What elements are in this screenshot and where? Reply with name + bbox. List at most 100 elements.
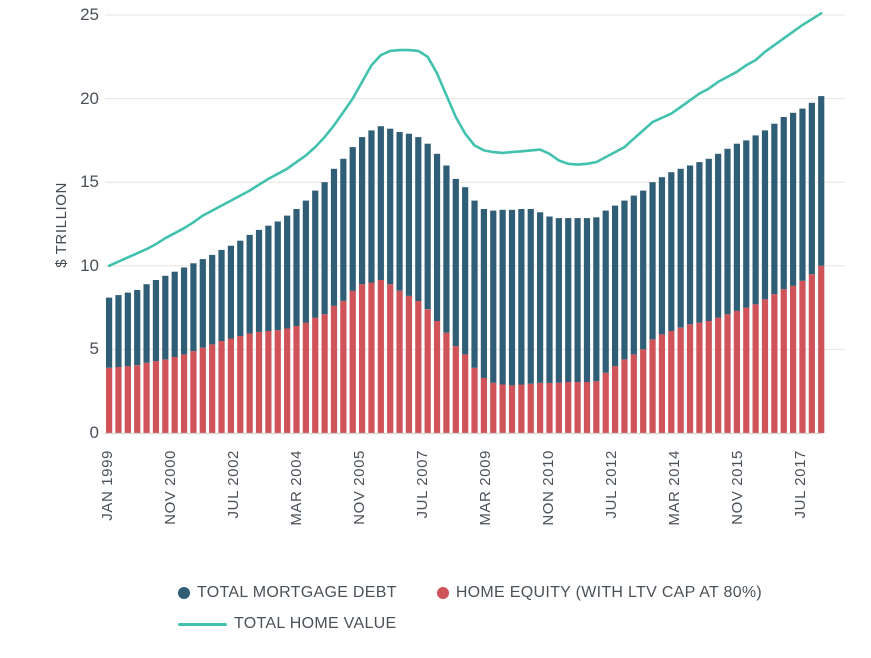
bar-mortgage-debt-segment [658,177,666,335]
bar-mortgage-debt-segment [686,165,694,325]
bar-mortgage-debt-segment [593,217,600,382]
bar-mortgage-debt-segment [471,200,478,368]
bar-home-equity-segment [162,359,169,433]
bar-home-equity-segment [293,326,300,433]
bar-home-equity-segment [508,385,516,433]
bar-mortgage-debt-segment [190,263,197,352]
bar-home-equity-segment [808,274,815,433]
bar-mortgage-debt-segment [321,182,328,315]
bar-home-equity-segment [818,265,825,433]
bar-mortgage-debt-segment [808,102,815,275]
bar-mortgage-debt-segment [340,158,347,301]
bar-mortgage-debt-segment [508,209,516,386]
bar-home-equity-segment [471,367,478,433]
x-tick-label: JUL 2012 [603,450,621,519]
bar-home-equity-segment [733,310,740,433]
bar-mortgage-debt-segment [396,132,403,291]
bar-mortgage-debt-segment [799,108,806,281]
bar-home-equity-segment [527,383,534,433]
bar-mortgage-debt-segment [677,168,684,328]
bar-mortgage-debt-segment [462,187,469,355]
bar-mortgage-debt-segment [546,216,553,383]
bar-home-equity-segment [696,322,703,433]
x-tick-label: NON 2010 [540,450,558,526]
bar-mortgage-debt-segment [443,165,450,333]
bar-mortgage-debt-segment [330,168,338,306]
bar-mortgage-debt-segment [790,112,797,286]
bar-home-equity-segment [668,331,675,433]
mortgage-debt-swatch-icon [178,587,190,599]
bar-mortgage-debt-segment [171,271,178,357]
x-tick-label: JUL 2007 [414,450,432,519]
bar-home-equity-segment [396,290,403,433]
bar-mortgage-debt-segment [499,209,506,385]
bar-home-equity-segment [611,366,619,433]
bar-home-equity-segment [790,285,797,433]
legend-item-home-equity: HOME EQUITY (WITH LTV CAP AT 80%) [436,584,763,602]
total-home-value-line [107,12,823,268]
bar-mortgage-debt-segment [358,137,366,285]
x-tick-label: JUL 2017 [792,450,810,519]
bar-home-equity-segment [368,282,375,433]
legend-item-total-home-value: TOTAL HOME VALUE [178,615,396,633]
bar-home-equity-segment [433,321,441,433]
bar-mortgage-debt-segment [818,96,825,266]
x-tick-label: NOV 2005 [351,450,369,525]
legend-label-total-mortgage-debt: TOTAL MORTGAGE DEBT [197,584,397,601]
bar-home-equity-segment [387,284,394,433]
bar-mortgage-debt-segment [602,210,609,373]
bar-home-equity-segment [424,309,431,433]
bar-mortgage-debt-segment [134,290,141,366]
bar-home-equity-segment [452,346,459,433]
bar-mortgage-debt-segment [611,205,619,367]
bar-mortgage-debt-segment [696,162,703,323]
bar-mortgage-debt-segment [527,209,534,384]
bar-mortgage-debt-segment [761,130,769,300]
bar-mortgage-debt-segment [274,221,281,331]
bar-home-equity-segment [237,336,244,433]
bar-mortgage-debt-segment [724,148,731,315]
bar-mortgage-debt-segment [771,123,778,295]
bar-mortgage-debt-segment [480,209,487,378]
bar-mortgage-debt-segment [293,209,300,326]
bar-home-equity-segment [284,328,291,433]
bar-mortgage-debt-segment [715,153,722,318]
bar-home-equity-segment [265,331,272,433]
legend-item-total-mortgage-debt: TOTAL MORTGAGE DEBT [178,584,397,602]
bar-mortgage-debt-segment [246,234,253,334]
bar-home-equity-segment [190,351,197,433]
bar-mortgage-debt-segment [152,280,160,362]
bar-home-equity-segment [199,347,206,433]
bar-mortgage-debt-segment [490,210,497,383]
bar-mortgage-debt-segment [583,218,591,382]
bar-home-equity-segment [246,333,253,433]
x-tick-label: NOV 2015 [729,450,747,525]
bar-home-equity-segment [180,354,188,433]
bar-home-equity-segment [593,381,600,433]
bar-mortgage-debt-segment [433,153,441,321]
bar-mortgage-debt-segment [218,249,225,341]
bar-home-equity-segment [743,307,750,433]
legend: TOTAL MORTGAGE DEBT HOME EQUITY (WITH LT… [178,584,762,633]
bar-home-equity-segment [546,382,553,433]
bar-mortgage-debt-segment [555,218,562,383]
bar-mortgage-debt-segment [368,130,375,283]
bar-mortgage-debt-segment [752,135,759,305]
bar-home-equity-segment [574,382,581,433]
bar-home-equity-segment [799,280,806,433]
bar-mortgage-debt-segment [630,195,637,355]
bar-mortgage-debt-segment [415,137,422,301]
bar-mortgage-debt-segment [312,190,319,318]
bar-home-equity-segment [490,382,497,433]
home-equity-swatch-icon [436,587,449,599]
y-tick-label: 15 [80,172,99,192]
legend-label-home-equity: HOME EQUITY (WITH LTV CAP AT 80%) [455,584,763,601]
bar-mortgage-debt-segment [209,254,216,345]
legend-row-1: TOTAL MORTGAGE DEBT HOME EQUITY (WITH LT… [178,584,762,602]
bar-home-equity-segment [143,362,150,433]
bar-home-equity-segment [752,304,759,433]
bar-mortgage-debt-segment [640,190,647,350]
bar-home-equity-segment [340,300,347,433]
bar-mortgage-debt-segment [237,240,244,336]
y-tick-label: 5 [89,339,99,359]
